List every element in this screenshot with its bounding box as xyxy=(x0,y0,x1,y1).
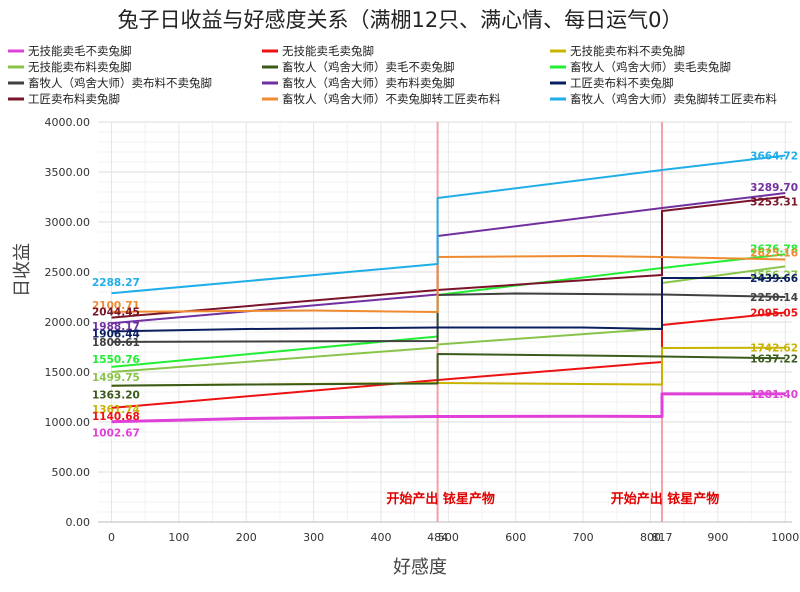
legend-entry: 畜牧人（鸡舍大师）不卖兔脚转工匠卖布料 xyxy=(282,92,501,106)
x-tick-label: 800 xyxy=(640,531,661,544)
x-tick-label: 300 xyxy=(303,531,324,544)
milestone-annotation: 开始产出 铱星产物 xyxy=(386,491,495,507)
y-tick-label: 500.00 xyxy=(52,466,91,479)
chart-annotations: 开始产出 铱星产物 开始产出 铱星产物 xyxy=(386,491,719,507)
chart-title: 兔子日收益与好感度关系（满棚12只、满心情、每日运气0） xyxy=(117,8,682,32)
series-line xyxy=(111,265,786,373)
end-value-label: 2095.05 xyxy=(750,307,798,319)
x-tick-label: 0 xyxy=(108,531,115,544)
legend-entry: 畜牧人（鸡舍大师）卖布料不卖兔脚 xyxy=(28,76,212,90)
x-tick-label: 100 xyxy=(168,531,189,544)
y-tick-label: 2500.00 xyxy=(45,266,91,279)
start-value-label: 1002.67 xyxy=(92,428,140,440)
start-value-label: 1499.75 xyxy=(92,372,140,384)
y-tick-label: 2000.00 xyxy=(45,316,91,329)
y-axis-title: 日收益 xyxy=(12,243,33,297)
end-value-label: 1742.62 xyxy=(750,343,798,355)
series-line xyxy=(111,154,786,295)
start-value-label: 2100.71 xyxy=(92,300,140,312)
end-value-label: 3253.31 xyxy=(750,197,798,209)
end-value-label: 3289.70 xyxy=(750,182,798,194)
start-value-label: 1361.74 xyxy=(92,404,140,416)
start-value-label: 1550.76 xyxy=(92,354,140,366)
legend-entry: 畜牧人（鸡舍大师）卖毛不卖兔脚 xyxy=(282,60,455,74)
end-value-label: 2250.14 xyxy=(750,292,798,304)
x-tick-label: 1000 xyxy=(771,531,799,544)
legend-entry: 畜牧人（鸡舍大师）卖布料卖兔脚 xyxy=(282,76,455,90)
legend-entry: 无技能卖布料不卖兔脚 xyxy=(570,44,685,58)
chart-axes: 0.00 500.00 1000.00 1500.00 2000.00 2500.00 30… xyxy=(45,116,800,544)
x-tick-label: 400 xyxy=(370,531,391,544)
end-value-label: 2676.78 xyxy=(750,243,798,255)
start-value-label: 1140.68 xyxy=(92,411,140,423)
start-value-label: 1988.17 xyxy=(92,321,140,333)
legend-entry: 畜牧人（鸡舍大师）卖毛卖兔脚 xyxy=(570,60,731,74)
end-value-label: 2439.66 xyxy=(750,273,798,285)
x-tick-label: 900 xyxy=(707,531,728,544)
legend-entry: 畜牧人（鸡舍大师）卖兔脚转工匠卖布料 xyxy=(570,92,777,106)
y-tick-label: 1500.00 xyxy=(45,366,91,379)
legend-entry: 工匠卖布料卖兔脚 xyxy=(28,92,120,106)
x-tick-label: 484 xyxy=(427,531,448,544)
milestone-annotation: 开始产出 铱星产物 xyxy=(611,491,720,507)
start-value-label: 1363.20 xyxy=(92,390,140,402)
x-axis-title: 好感度 xyxy=(393,557,447,578)
end-value-label: 1637.22 xyxy=(750,353,798,365)
series-line xyxy=(111,195,786,319)
series-line xyxy=(111,277,786,333)
x-tick-label: 700 xyxy=(573,531,594,544)
end-value-label: 1281.40 xyxy=(750,389,798,401)
y-tick-label: 0.00 xyxy=(66,516,91,529)
x-tick-label: 600 xyxy=(505,531,526,544)
chart-series xyxy=(111,154,786,424)
start-value-label: 1906.44 xyxy=(92,328,140,340)
end-value-label: 2556.27 xyxy=(750,269,798,281)
y-tick-label: 1000.00 xyxy=(45,416,91,429)
series-line xyxy=(111,353,786,387)
start-value-label: 2288.27 xyxy=(92,277,140,289)
legend-entry: 无技能卖布料卖兔脚 xyxy=(28,60,132,74)
x-tick-label: 200 xyxy=(236,531,257,544)
y-tick-label: 3500.00 xyxy=(45,166,91,179)
legend-entry: 无技能卖毛卖兔脚 xyxy=(282,44,374,58)
end-value-label: 3664.72 xyxy=(750,151,798,163)
legend-entry: 工匠卖布料不卖兔脚 xyxy=(570,76,674,90)
y-tick-label: 3000.00 xyxy=(45,216,91,229)
x-tick-label: 817 xyxy=(651,531,672,544)
y-tick-label: 4000.00 xyxy=(45,116,91,129)
start-value-label: 2044.45 xyxy=(92,307,140,319)
start-value-label: 1800.61 xyxy=(92,337,140,349)
legend-entry: 无技能卖毛不卖兔脚 xyxy=(28,44,132,58)
x-tick-label: 500 xyxy=(438,531,459,544)
series-line xyxy=(111,392,786,424)
end-value-label: 2625.16 xyxy=(750,247,798,259)
